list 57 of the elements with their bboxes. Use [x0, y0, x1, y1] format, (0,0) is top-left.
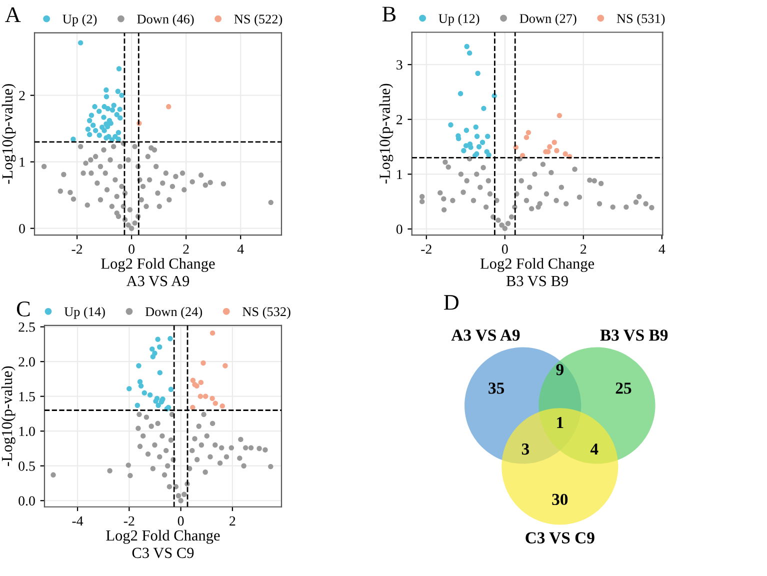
- text: B3 VS B9: [600, 330, 668, 341]
- chart-title: B: [382, 6, 396, 22]
- chart-title: A: [5, 7, 21, 22]
- y-tick-label: 2.0: [18, 357, 35, 367]
- y-axis-title: -Log10(p-value): [379, 84, 394, 184]
- text: 35: [488, 382, 504, 394]
- text: C3 VS C9: [132, 548, 194, 558]
- text: 30: [552, 494, 568, 506]
- y-tick-label: 0: [396, 224, 402, 234]
- legend-label: Up (12): [438, 14, 480, 26]
- text: A3 VS A9: [126, 276, 190, 286]
- text: C3 VS C9: [526, 532, 594, 544]
- y-axis-title: -Log10(p-value): [2, 84, 16, 184]
- y-tick-label: 0.0: [18, 496, 35, 506]
- y-tick-label: 2: [19, 90, 25, 100]
- x-axis-title: Log2 Fold Change: [106, 530, 220, 544]
- text: A3 VS A9: [451, 330, 520, 341]
- text: 9: [556, 364, 564, 376]
- text: 1: [557, 417, 564, 428]
- y-tick-label: 2: [396, 115, 402, 124]
- legend-label: Down (24): [145, 306, 202, 319]
- x-tick-label: 0: [178, 516, 184, 526]
- y-axis-title: -Log10(p-value): [1, 366, 16, 466]
- x-tick-label: -4: [72, 516, 84, 526]
- x-tick-label: 0: [128, 244, 135, 254]
- x-tick-label: 4: [237, 244, 244, 254]
- text: D: [444, 295, 458, 310]
- y-tick-label: 0.5: [18, 461, 35, 471]
- text: B3 VS B9: [506, 276, 568, 286]
- y-tick-label: 1: [20, 158, 25, 167]
- chart-title: C: [16, 302, 30, 316]
- legend-label: Up (14): [64, 306, 105, 319]
- legend-label: Up (2): [62, 14, 97, 26]
- x-tick-label: 2: [230, 516, 236, 526]
- y-tick-label: 1.0: [19, 426, 35, 436]
- x-tick-label: 2: [183, 244, 189, 254]
- legend-label: Down (46): [137, 14, 194, 26]
- x-axis-title: Log2 Fold Change: [480, 258, 594, 272]
- text: 3: [522, 444, 530, 455]
- legend-label: NS (522): [234, 14, 282, 26]
- y-tick-label: 1: [397, 170, 402, 179]
- x-tick-label: 2: [580, 244, 586, 254]
- x-tick-label: 0: [502, 244, 508, 254]
- y-tick-label: 2.5: [18, 322, 35, 332]
- x-axis-title: Log2 Fold Change: [101, 258, 215, 272]
- legend-label: NS (531): [616, 14, 665, 26]
- y-tick-label: 3: [396, 60, 402, 70]
- y-tick-label: 1.5: [19, 392, 35, 402]
- text: 4: [590, 444, 598, 455]
- y-tick-label: 0: [19, 224, 25, 234]
- x-tick-label: -2: [72, 244, 82, 254]
- x-tick-label: 4: [658, 244, 666, 254]
- legend-label: NS (532): [242, 306, 290, 319]
- legend-label: Down (27): [520, 14, 576, 26]
- x-tick-label: -2: [124, 516, 134, 526]
- x-tick-label: -2: [421, 244, 432, 254]
- text: 25: [616, 382, 632, 394]
